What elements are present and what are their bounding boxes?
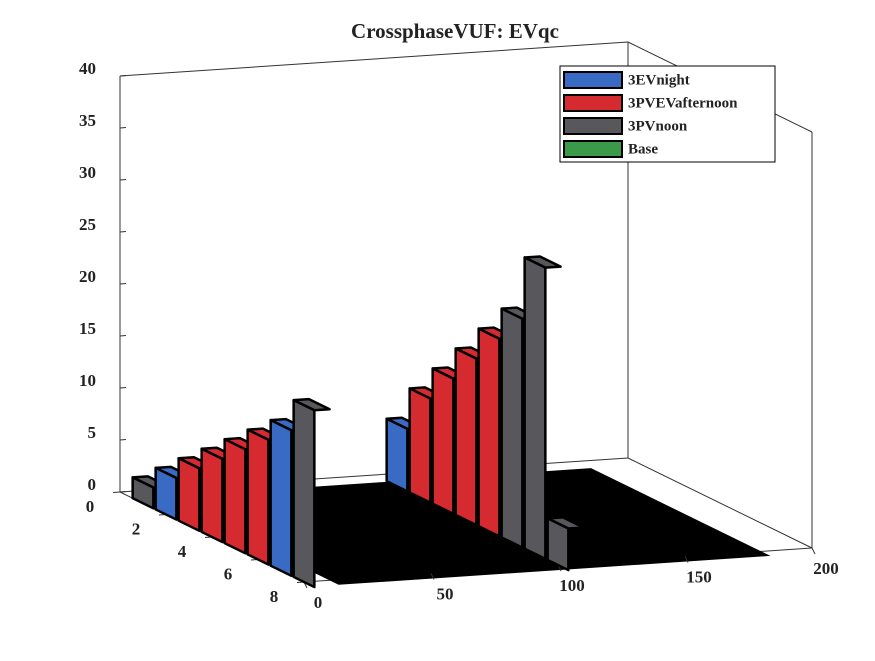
x-tick-label: 2: [132, 519, 141, 538]
ribbon-panel: [269, 418, 293, 578]
legend-label: 3EVnight: [628, 72, 690, 88]
y-tick-label: 0: [314, 593, 323, 612]
z-tick-label: 5: [88, 423, 97, 442]
chart-title: CrossphaseVUF: EVqc: [351, 19, 559, 43]
legend-label: 3PVnoon: [628, 118, 688, 134]
y-tick-label: 200: [813, 559, 839, 578]
z-tick: [119, 283, 127, 285]
z-tick-label: 25: [79, 215, 96, 234]
legend-swatch: [563, 117, 623, 135]
legend-label: Base: [628, 141, 658, 157]
legend-swatch: [563, 94, 623, 112]
z-tick-label: 30: [79, 163, 96, 182]
box-line: [627, 457, 813, 549]
ribbon-panel: [200, 447, 224, 544]
y-tick: [684, 556, 689, 563]
z-tick: [119, 387, 127, 389]
z-tick-label: 0: [88, 475, 97, 494]
ribbon-panel: [292, 398, 316, 589]
y-tick-label: 150: [686, 567, 712, 586]
ribbon-panel: [408, 387, 432, 504]
y-tick: [430, 573, 435, 580]
box-line: [119, 41, 629, 77]
legend-swatch: [563, 140, 623, 158]
z-tick: [119, 231, 127, 233]
ribbon-panel: [500, 307, 524, 549]
z-tick-label: 10: [79, 371, 96, 390]
legend-swatch: [563, 71, 623, 89]
z-tick-label: 40: [79, 59, 96, 78]
z-tick-label: 20: [79, 267, 96, 286]
x-tick-label: 8: [270, 587, 279, 606]
ribbon-panel: [177, 457, 201, 533]
x-tick-label: 4: [178, 542, 187, 561]
z-tick-label: 35: [79, 111, 96, 130]
z-tick: [119, 439, 127, 441]
z-tick: [119, 127, 127, 129]
ribbon-panel: [454, 347, 478, 527]
x-tick: [112, 491, 121, 493]
z-tick: [119, 75, 127, 77]
ribbon-panel: [154, 466, 178, 521]
y-tick-label: 100: [559, 576, 585, 595]
z-tick: [119, 491, 127, 493]
x-tick-label: 6: [224, 564, 233, 583]
x-tick-label: 0: [86, 497, 95, 516]
ribbon-panel: [477, 327, 501, 538]
ribbon-panel: [546, 517, 570, 572]
z-tick: [119, 179, 127, 181]
ribbon-panel: [246, 428, 270, 566]
ribbon-panel: [431, 367, 455, 516]
y-tick: [811, 547, 816, 555]
legend-label: 3PVEVafternoon: [628, 95, 738, 111]
ribbon-panel: [131, 476, 155, 510]
ribbon-panel: [385, 417, 409, 493]
z-tick: [119, 335, 127, 337]
ribbon-panel: [523, 256, 547, 561]
y-tick-label: 50: [437, 584, 454, 603]
ribbon-panel: [223, 437, 247, 555]
z-tick-label: 15: [79, 319, 96, 338]
